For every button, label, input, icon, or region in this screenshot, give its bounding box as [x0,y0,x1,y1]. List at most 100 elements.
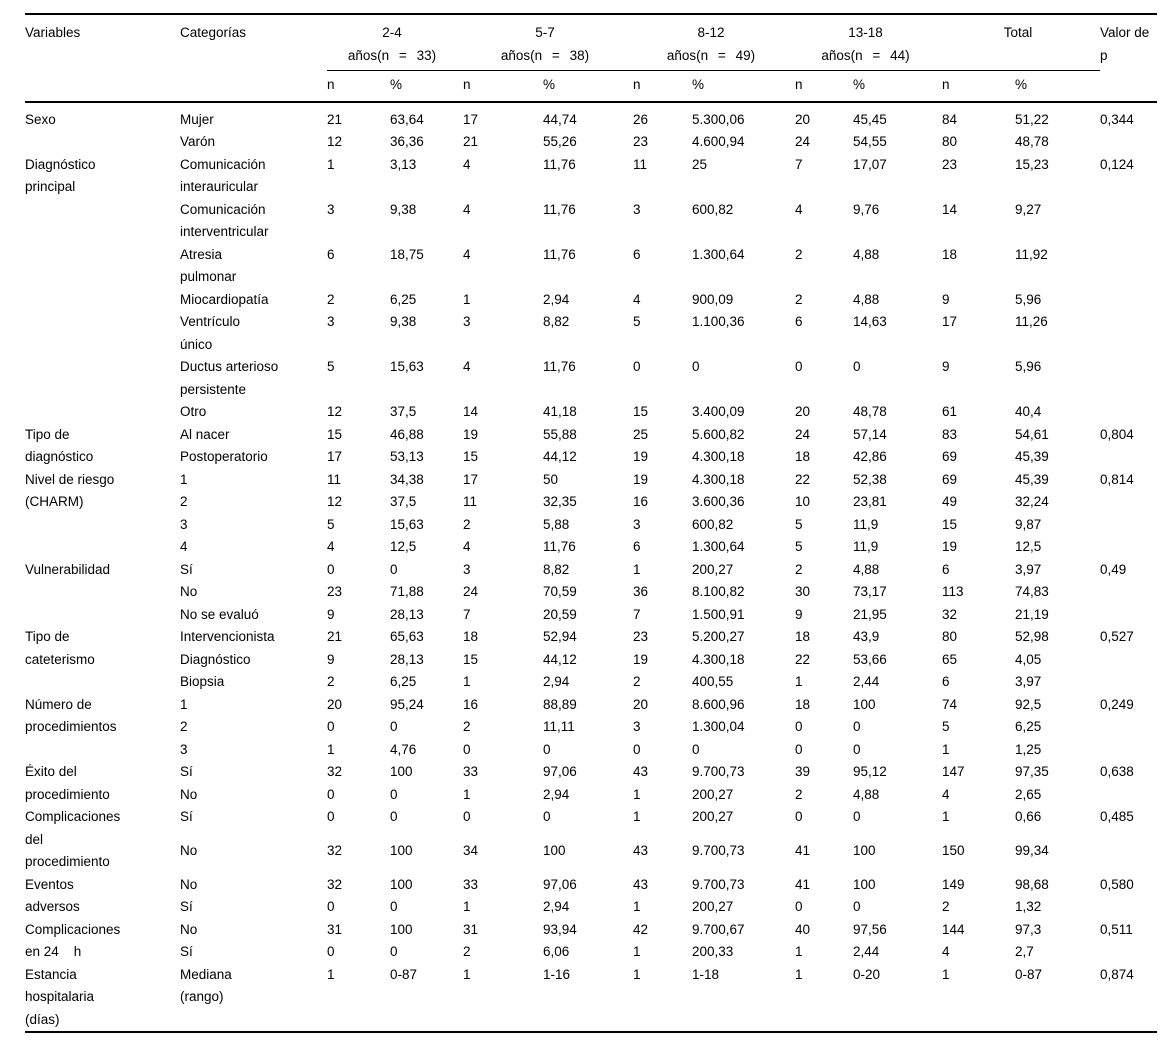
n-value-cell: 11 [633,156,648,172]
category-cell: Sí [180,561,193,577]
n-value-cell: 0 [327,561,335,577]
n-value-cell: 4 [463,359,471,374]
pct-value-cell: 100 [853,696,876,712]
n-value-cell: 7 [633,606,641,622]
pct-value-cell: 3.400,09 [692,404,745,419]
n-value-cell: 1 [327,966,335,982]
col-group-5-7-anos: 5-7 años(n = 38) [463,14,633,71]
n-value-cell: 0 [463,809,471,824]
n-value-cell: 19 [463,426,479,442]
n-value-cell: 4 [942,786,950,802]
n-value-cell: 2 [795,786,803,802]
category-cell: 1 [180,696,188,712]
n-value-cell: 4 [633,291,641,307]
pct-value-cell: 44,12 [543,651,577,667]
group-n-label: años(n = 49) [666,47,756,63]
n-value-cell: 21 [327,629,343,644]
pct-value-cell: 18,75 [390,246,424,262]
n-value-cell: 0 [327,944,335,959]
n-value-cell: 19 [942,539,958,554]
n-value-cell: 18 [463,629,479,644]
pct-value-cell: 2,44 [853,944,880,959]
pct-value-cell: 21,19 [1015,606,1049,622]
pct-value-cell: 9,38 [390,314,417,329]
n-value-cell: 5 [327,359,335,374]
pct-value-cell: 3,97 [1015,561,1042,577]
category-cell: Postoperatorio [180,449,268,464]
pct-value-cell: 9.700,73 [692,764,745,779]
variable-cell: Eventos adversos [25,876,80,915]
n-value-cell: 4 [795,201,803,217]
pct-value-cell: 4.600,94 [692,134,745,149]
n-value-cell: 41 [795,842,811,858]
pct-value-cell: 50 [543,471,559,487]
variable-cell: Nivel de riesgo (CHARM) [25,471,115,510]
n-value-cell: 39 [795,764,811,779]
n-value-cell: 0 [795,719,803,734]
pct-value-cell: 3,97 [1015,674,1042,689]
n-value-cell: 0 [795,899,803,914]
n-value-cell: 19 [633,471,649,487]
category-cell: 1 [180,471,188,487]
pct-value-cell: 57,14 [853,426,887,442]
n-value-cell: 6 [942,561,950,577]
n-value-cell: 4 [942,944,950,959]
table-row: Atresia pulmonar 6 18,75 4 11,76 6 1.300,64 2 4,… [25,244,1157,289]
n-value-cell: 26 [633,111,649,127]
category-cell: 4 [180,539,188,554]
n-value-cell: 15 [463,449,479,464]
n-value-cell: 18 [942,246,958,262]
table-row: No 23 71,88 24 70,59 36 8.100,82 30 73,17 113 74,8… [25,581,1157,604]
pct-value-cell: 11,76 [543,201,576,217]
pct-value-cell: 34,38 [390,471,424,487]
table-row: Complicaciones en 24 h No 31 100 31 93,94 42 9.… [25,919,1157,960]
category-cell: 3 [180,516,188,532]
clinical-characteristics-table: Variables Categorías 2-4 años(n = 33) 5-… [25,13,1157,1033]
p-value-cell [1100,514,1157,537]
n-value-cell: 5 [327,516,335,532]
pct-value-cell: 0 [390,944,398,959]
table-row: Número de procedimientos 1 20 95,24 16 88,89 2… [25,694,1157,735]
n-value-cell: 1 [942,809,950,824]
pct-value-cell: 11,9 [853,539,879,554]
n-value-cell: 19 [633,449,649,464]
pct-value-cell: 65,63 [390,629,424,644]
pct-value-cell: 2,94 [543,674,570,689]
pct-value-cell: 100 [390,921,413,937]
table-row: Eventos adversos No 32 100 33 97,06 43 9.700,73… [25,874,1157,915]
pct-value-cell: 93,94 [543,921,577,937]
n-value-cell: 5 [795,516,803,532]
pct-value-cell: 11,76 [543,359,576,374]
n-value-cell: 1 [633,899,641,914]
n-value-cell: 3 [327,314,335,329]
n-value-cell: 1 [463,674,471,689]
n-value-cell: 61 [942,404,958,419]
pct-value-cell: 9,38 [390,201,417,217]
pct-value-cell: 32,35 [543,494,577,509]
n-value-cell: 24 [795,134,811,149]
p-value-cell [1100,199,1157,244]
pct-value-cell: 1-18 [692,966,720,982]
pct-value-cell: 12,5 [1015,539,1042,554]
p-value-cell [1100,716,1157,739]
pct-value-cell: 99,34 [1015,842,1049,858]
n-value-cell: 1 [633,786,641,802]
n-value-cell: 3 [463,561,471,577]
p-value-cell: 0,249 [1100,696,1134,712]
n-value-cell: 32 [327,764,343,779]
n-value-cell: 43 [633,764,649,779]
pct-value-cell: 51,22 [1015,111,1049,127]
pct-value-cell: 6,25 [1015,719,1042,734]
n-value-cell: 32 [327,842,343,858]
pct-value-cell: 4,88 [853,291,880,307]
pct-value-cell: 100 [853,876,876,892]
pct-value-cell: 600,82 [692,516,734,532]
pct-value-cell: 0 [692,359,700,374]
p-value-cell: 0,485 [1100,809,1134,824]
n-value-cell: 2 [795,246,803,262]
n-value-cell: 21 [327,111,343,127]
n-value-cell: 2 [795,561,803,577]
pct-value-cell: 5,96 [1015,359,1042,374]
pct-value-cell: 37,5 [390,494,417,509]
category-cell: Sí [180,899,193,914]
